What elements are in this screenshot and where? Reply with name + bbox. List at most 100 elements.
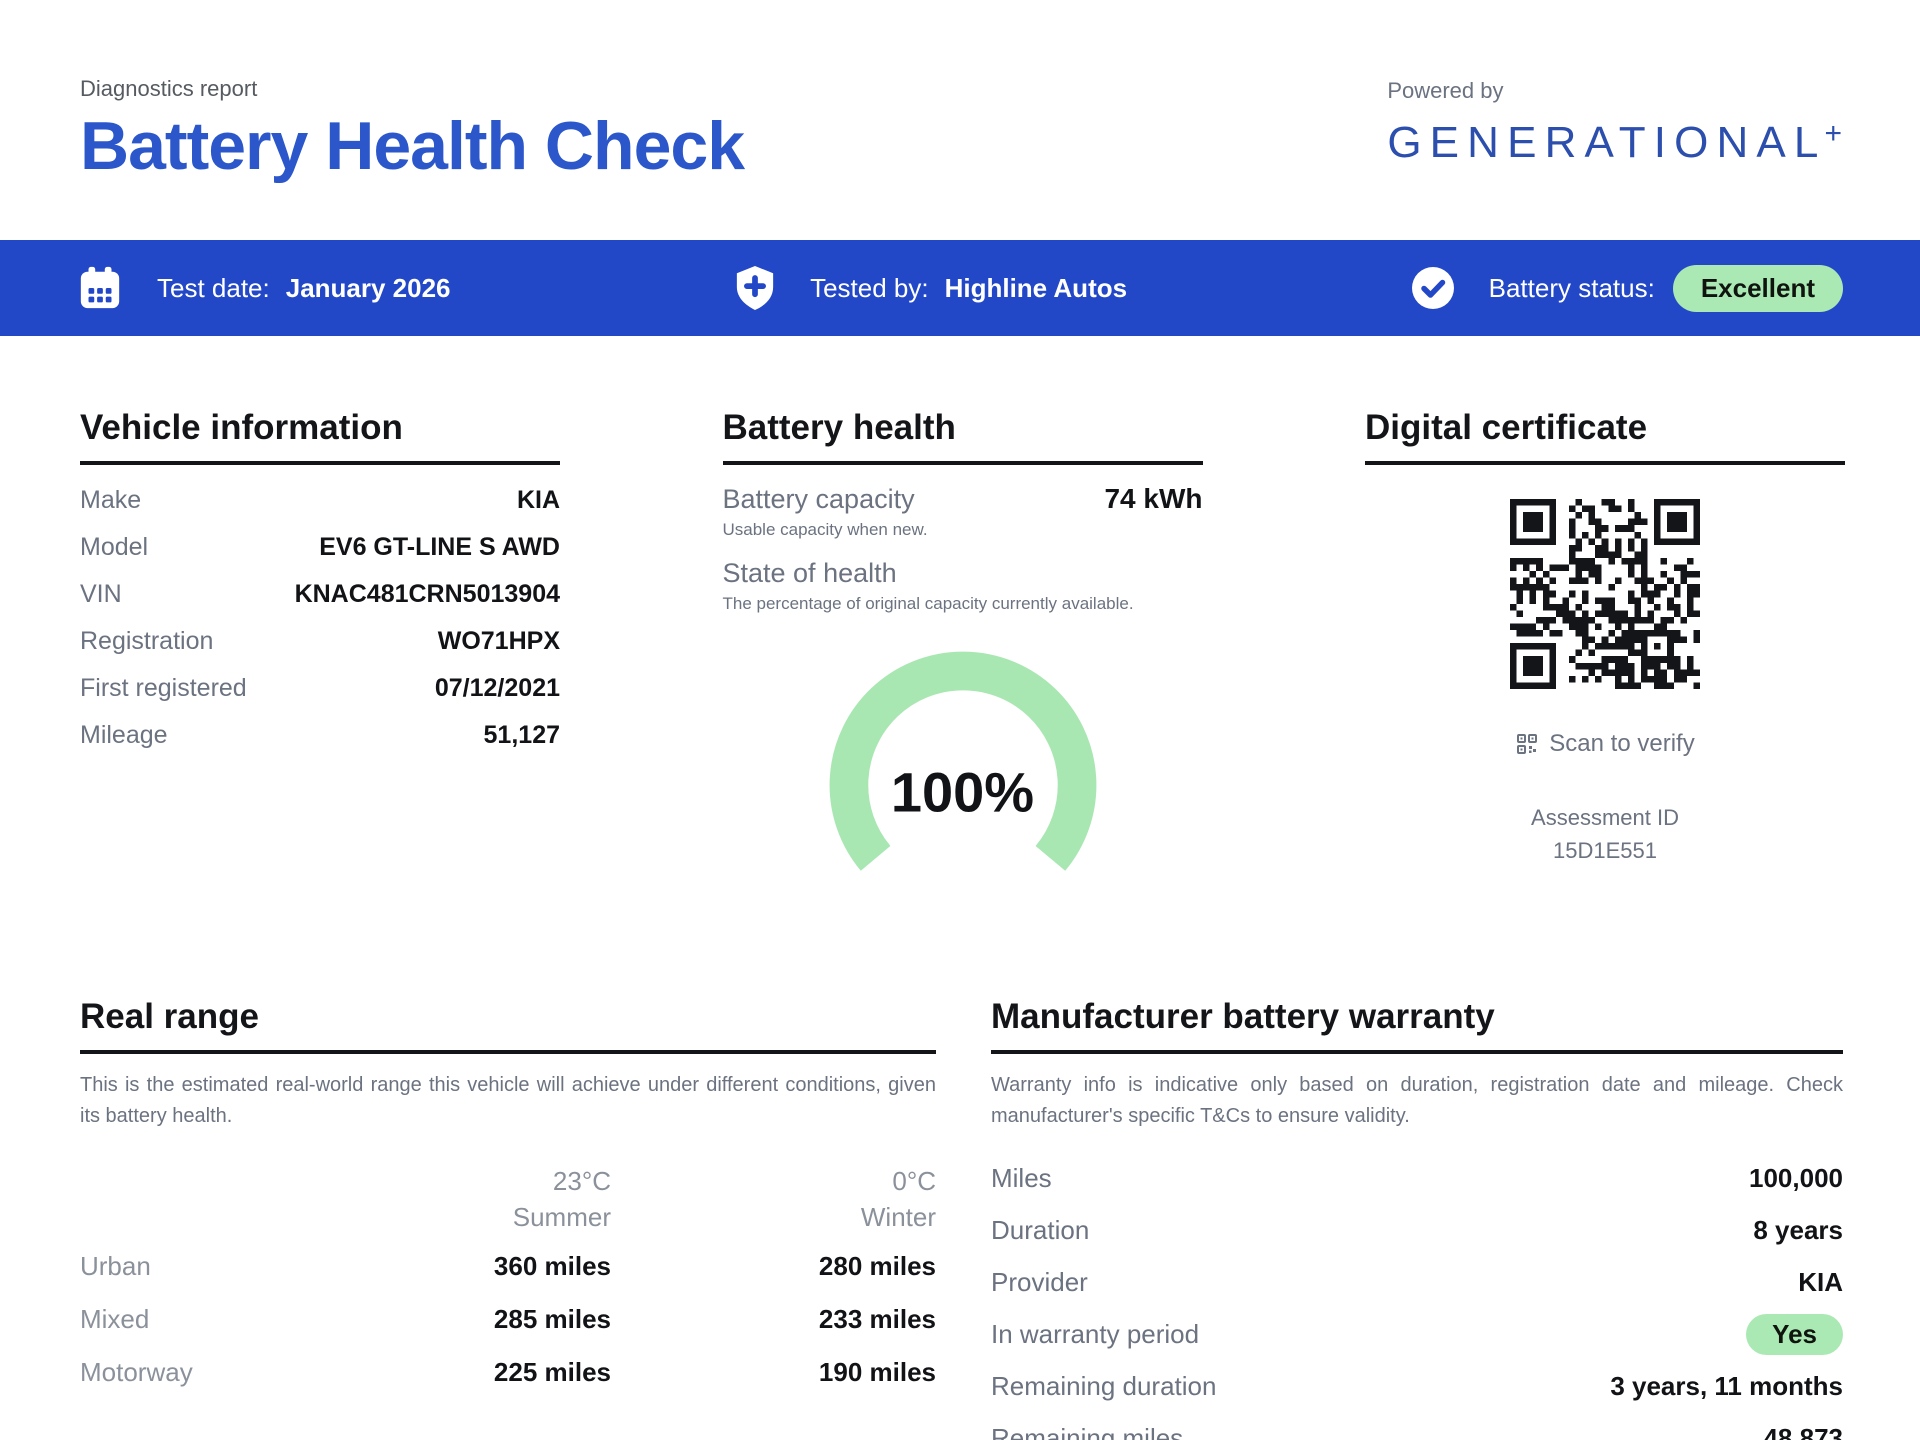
range-table-header: 23°C Summer 0°C Winter — [80, 1154, 936, 1240]
state-of-health-value: 100% — [890, 759, 1035, 823]
row-label: Registration — [80, 627, 214, 655]
row-value: KIA — [1798, 1266, 1843, 1297]
report-kicker: Diagnostics report — [80, 76, 258, 101]
state-of-health-note: The percentage of original capacity curr… — [722, 594, 1134, 613]
calendar-icon — [77, 265, 123, 311]
row-value: WO71HPX — [437, 627, 560, 655]
row-value: 48,873 — [1763, 1422, 1843, 1440]
row-label: Remaining duration — [991, 1370, 1217, 1401]
winter-value: 190 miles — [818, 1356, 936, 1387]
row-label: Model — [80, 533, 149, 561]
qr-code — [1510, 499, 1700, 689]
row-label: First registered — [80, 674, 247, 702]
battery-health-heading: Battery health — [722, 408, 1203, 465]
summer-temp: 23°C — [552, 1166, 611, 1196]
row-label: Remaining miles — [991, 1422, 1184, 1440]
state-of-health-metric: State of health The percentage of origin… — [723, 558, 1203, 614]
assessment-id-label: Assessment ID — [1531, 805, 1679, 830]
battery-health-section: Battery health Battery capacity 74 kWh U… — [722, 408, 1203, 935]
assessment-id-value: 15D1E551 — [1553, 838, 1657, 863]
test-date-group: Test date: January 2026 — [77, 265, 451, 311]
digital-certificate-section: Digital certificate — [1365, 408, 1845, 935]
row-value: KIA — [516, 486, 560, 514]
real-range-section: Real range This is the estimated real-wo… — [80, 997, 936, 1440]
powered-by-label: Powered by — [1387, 78, 1504, 103]
table-row: Mileage 51,127 — [80, 712, 560, 759]
check-circle-icon — [1411, 266, 1455, 310]
row-label: Urban — [80, 1250, 151, 1281]
table-row: Duration 8 years — [991, 1204, 1843, 1256]
assessment-id-block: Assessment ID 15D1E551 — [1365, 801, 1845, 867]
warranty-description: Warranty info is indicative only based o… — [991, 1074, 1843, 1127]
summer-season: Summer — [512, 1201, 611, 1232]
summer-value: 285 miles — [493, 1303, 611, 1334]
winter-temp: 0°C — [892, 1166, 936, 1196]
warranty-rows: Miles 100,000 Duration 8 years Provider … — [991, 1152, 1843, 1440]
battery-capacity-metric: Battery capacity 74 kWh Usable capacity … — [723, 483, 1203, 540]
scan-to-verify-row: Scan to verify — [1515, 730, 1695, 758]
gauge-arc — [829, 651, 1096, 871]
summer-column-header: 23°C Summer — [356, 1164, 611, 1236]
in-warranty-badge: Yes — [1746, 1313, 1843, 1355]
row-value: 51,127 — [483, 721, 560, 749]
row-label: Duration — [991, 1214, 1090, 1245]
digital-certificate-body: Scan to verify Assessment ID 15D1E551 — [1365, 465, 1845, 867]
summer-value: 360 miles — [493, 1250, 611, 1281]
shield-plus-icon — [734, 265, 776, 311]
top-sections: Vehicle information Make KIA Model EV6 G… — [0, 336, 1920, 935]
real-range-heading: Real range — [80, 997, 936, 1054]
winter-season: Winter — [860, 1201, 936, 1232]
row-label: VIN — [80, 580, 122, 608]
table-row: In warranty period Yes — [991, 1308, 1843, 1360]
row-label: Mixed — [80, 1303, 150, 1334]
test-date-label: Test date: — [157, 272, 270, 303]
warranty-heading: Manufacturer battery warranty — [991, 997, 1843, 1054]
report-body: Vehicle information Make KIA Model EV6 G… — [0, 336, 1920, 1440]
table-row: VIN KNAC481CRN5013904 — [80, 571, 560, 618]
winter-value: 233 miles — [818, 1303, 936, 1334]
row-value: 3 years, 11 months — [1610, 1370, 1843, 1401]
status-bar: Test date: January 2026 Tested by: Highl… — [0, 240, 1920, 336]
table-row: Model EV6 GT-LINE S AWD — [80, 524, 560, 571]
bottom-sections: Real range This is the estimated real-wo… — [0, 935, 1920, 1440]
digital-certificate-heading: Digital certificate — [1365, 408, 1845, 465]
row-label: Miles — [991, 1162, 1052, 1193]
battery-capacity-label: Battery capacity — [722, 484, 915, 514]
table-row: Registration WO71HPX — [80, 618, 560, 665]
scan-qr-icon — [1517, 734, 1538, 754]
battery-status-badge: Excellent — [1672, 264, 1843, 312]
real-range-table: 23°C Summer 0°C Winter Urban 360 miles 2… — [80, 1154, 936, 1399]
table-row: Remaining miles 48,873 — [991, 1412, 1843, 1440]
real-range-description: This is the estimated real-world range t… — [80, 1074, 936, 1127]
page-title: Battery Health Check — [80, 108, 745, 184]
state-of-health-gauge: 100% — [818, 640, 1108, 935]
vehicle-information-heading: Vehicle information — [80, 408, 560, 465]
tested-by-label: Tested by: — [810, 272, 929, 303]
row-label: Provider — [991, 1266, 1088, 1297]
report-title-block: Diagnostics report Battery Health Check — [80, 76, 745, 184]
report-header: Diagnostics report Battery Health Check … — [0, 0, 1920, 240]
table-row: Provider KIA — [991, 1256, 1843, 1308]
row-label: Make — [80, 486, 142, 514]
table-row: Miles 100,000 — [991, 1152, 1843, 1204]
logo-plus-mark: + — [1824, 117, 1842, 150]
table-row: Make KIA — [80, 477, 560, 524]
row-value: KNAC481CRN5013904 — [294, 580, 560, 608]
battery-status-label: Battery status: — [1488, 272, 1655, 303]
test-date-value: January 2026 — [285, 272, 451, 303]
row-value: 07/12/2021 — [434, 674, 560, 702]
row-value: EV6 GT-LINE S AWD — [319, 533, 560, 561]
battery-capacity-value: 74 kWh — [1104, 483, 1203, 514]
vehicle-information-rows: Make KIA Model EV6 GT-LINE S AWD VIN KNA… — [80, 477, 560, 759]
table-row: Mixed 285 miles 233 miles — [80, 1293, 936, 1346]
row-value: 8 years — [1753, 1214, 1843, 1245]
tested-by-group: Tested by: Highline Autos — [734, 265, 1127, 311]
generational-logo-text: GENERATIONAL — [1387, 118, 1827, 167]
scan-to-verify-label: Scan to verify — [1549, 730, 1695, 757]
table-row: First registered 07/12/2021 — [80, 665, 560, 712]
generational-logo: GENERATIONAL+ — [1387, 117, 1844, 168]
winter-value: 280 miles — [818, 1250, 936, 1281]
battery-status-group: Battery status: Excellent — [1411, 264, 1843, 312]
table-row: Remaining duration 3 years, 11 months — [991, 1360, 1843, 1412]
